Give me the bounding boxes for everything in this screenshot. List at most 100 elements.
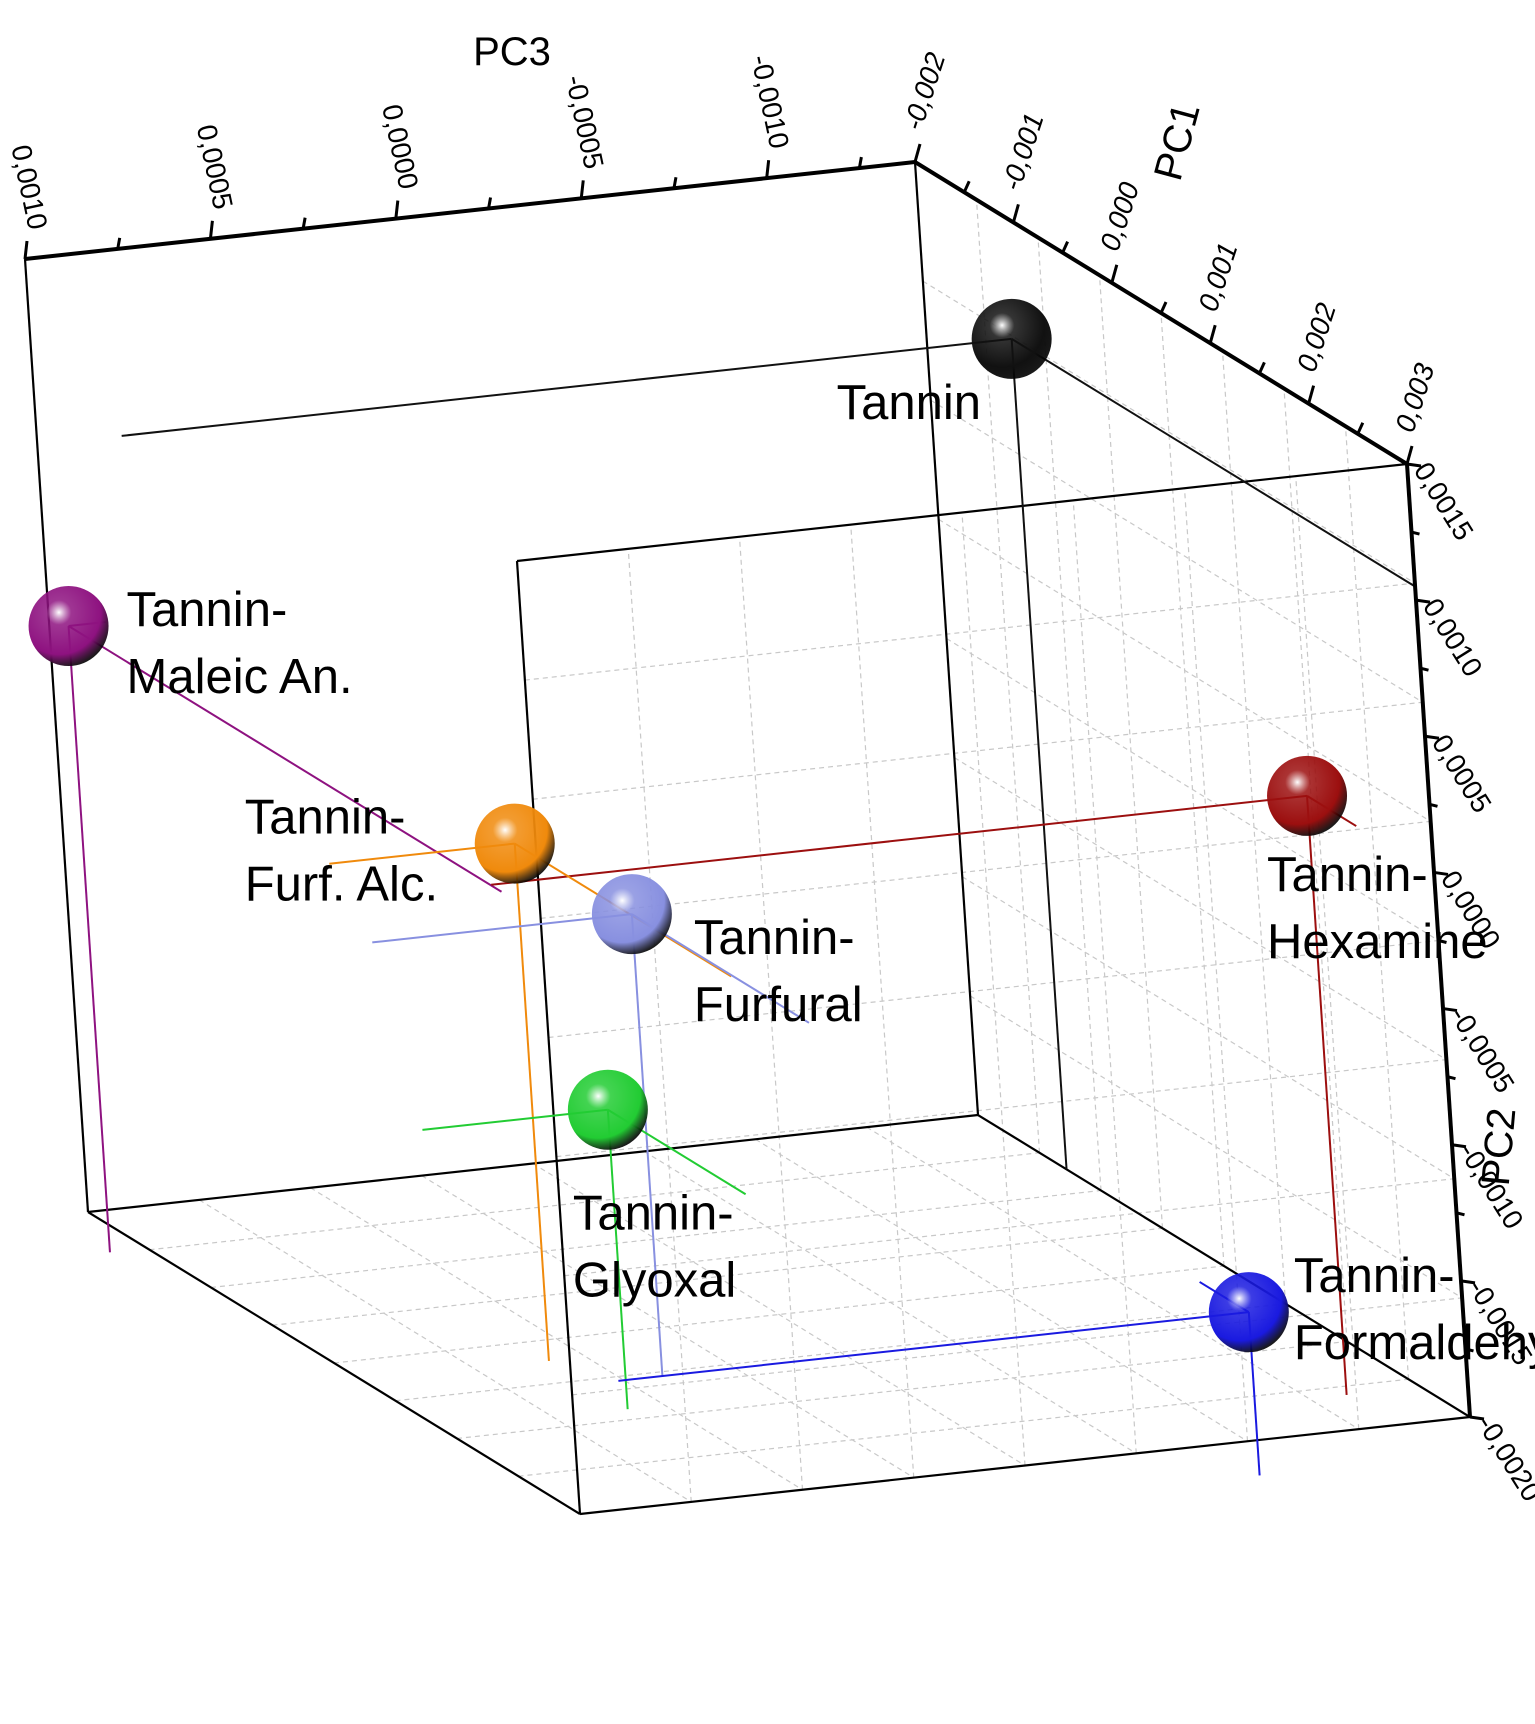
pc1-tick-label: 0,002 xyxy=(1291,299,1342,376)
grid-line xyxy=(961,512,1026,1466)
tannin-drop-line-side xyxy=(121,337,1012,437)
tannin-furfural-drop-line-floor xyxy=(630,914,664,1378)
pc3-axis-title: PC3 xyxy=(473,30,551,74)
pc3-tick-label: 0,0010 xyxy=(5,142,53,232)
grid-line xyxy=(1283,388,1348,1342)
pc2-tick xyxy=(1424,734,1440,740)
pc2-tick xyxy=(1411,530,1420,536)
pc3-tick xyxy=(208,220,214,239)
tannin-formaldehyde-point xyxy=(1208,1272,1289,1353)
grid-line xyxy=(1221,350,1287,1304)
pc2-axis-title: PC2 xyxy=(1474,1106,1525,1187)
pc1-tick xyxy=(1356,422,1365,435)
pc1-tick xyxy=(913,143,922,163)
pc1-tick xyxy=(1258,361,1266,375)
tannin-hexamine-label-line: Hexamine xyxy=(1267,915,1488,969)
pc3-tick xyxy=(579,180,585,199)
tannin-furfural-label-line: Furfural xyxy=(694,978,863,1032)
tannin-formaldehyde-label-line: Tannin- xyxy=(1294,1249,1455,1303)
pc2-tick xyxy=(1469,1415,1485,1421)
tannin-furfural-point xyxy=(591,874,672,955)
tannin-maleic-an-drop-line-floor xyxy=(67,625,111,1253)
frame-edge xyxy=(87,1113,979,1214)
pc1-tick xyxy=(1011,203,1020,223)
grid-line xyxy=(310,1187,803,1491)
pc3-tick-label: -0,0005 xyxy=(560,72,610,171)
frame-edge xyxy=(977,1114,1471,1418)
tannin-point xyxy=(971,298,1052,379)
pc1-tick-label: -0,002 xyxy=(897,48,951,133)
pc2-tick xyxy=(1420,666,1429,672)
pc1-tick-label: 0,003 xyxy=(1389,359,1440,436)
tannin-furf-alc-label-line: Furf. Alc. xyxy=(245,858,438,912)
tannin-maleic-an-label-line: Tannin- xyxy=(127,583,288,637)
tannin-glyoxal-label-line: Tannin- xyxy=(573,1187,734,1241)
tannin-furf-alc-label-line: Tannin- xyxy=(245,791,406,845)
grid-line xyxy=(1295,476,1360,1430)
tannin-furf-alc-label: Tannin- Furf. Alc. xyxy=(245,791,438,912)
pc3-tick xyxy=(487,197,493,209)
grid-line xyxy=(556,1059,1447,1158)
pc2-tick xyxy=(1456,1211,1465,1217)
grid-line xyxy=(1344,426,1410,1380)
frame-edge xyxy=(579,1415,1471,1516)
tannin-furf-alc-point xyxy=(474,803,555,884)
pc1-tick xyxy=(1159,301,1168,314)
pc2-tick xyxy=(1433,870,1449,876)
pc3-tick-label: -0,0010 xyxy=(745,52,795,151)
tannin-label-line: Tannin xyxy=(837,376,981,430)
tannin-glyoxal-label: Tannin- Glyoxal xyxy=(573,1187,736,1308)
pc3-tick xyxy=(765,160,771,179)
pc1-tick xyxy=(1208,324,1217,344)
pc3-tick xyxy=(301,217,307,229)
pc1-tick xyxy=(1110,264,1119,284)
grid-line xyxy=(930,399,1424,703)
tannin-glyoxal-point xyxy=(567,1069,648,1150)
pc3-tick-label: 0,0000 xyxy=(376,102,424,192)
pc3-tick xyxy=(23,240,29,260)
tannin-maleic-an-point xyxy=(28,586,109,667)
grid-layer xyxy=(149,199,1463,1503)
pc1-tick-label: 0,001 xyxy=(1192,239,1243,315)
grid-line xyxy=(866,1126,1360,1430)
tannin-furfural-drop-line-side xyxy=(372,913,632,944)
pc3-axis-line xyxy=(24,160,916,261)
grid-line xyxy=(643,1150,1137,1454)
tannin-glyoxal-drop-line-floor xyxy=(606,1109,629,1410)
pc2-tick xyxy=(1451,1143,1467,1149)
pc2-tick xyxy=(1429,802,1438,808)
tannin-maleic-an-label: Tannin- Maleic An. xyxy=(127,583,353,704)
pc2-tick xyxy=(1406,462,1422,468)
tannin-formaldehyde-label: Tannin- Formaldehyde xyxy=(1294,1249,1535,1370)
tannin-hexamine-label: Tannin- Hexamine xyxy=(1267,848,1488,969)
frame-edge xyxy=(87,1211,581,1515)
grid-line xyxy=(922,280,1416,584)
pc3-tick xyxy=(672,177,678,189)
grid-line xyxy=(532,1162,1026,1467)
pc1-tick-label: 0,000 xyxy=(1094,178,1145,255)
tannin-formaldehyde-drop-line-side xyxy=(618,1311,1249,1382)
data-points xyxy=(28,298,1348,1353)
pc1-tick xyxy=(962,180,971,193)
pc3-tick xyxy=(394,200,400,219)
grid-line xyxy=(1160,312,1225,1267)
frame-edge xyxy=(516,462,1408,563)
pc2-tick-label: -0,0005 xyxy=(1444,1001,1521,1098)
tannin-drop-line-back xyxy=(1011,338,1416,588)
tannin-furf-alc-drop-line-floor xyxy=(513,843,550,1361)
pc1-tick-label: -0,001 xyxy=(996,109,1050,194)
tannin-hexamine-drop-line-floor xyxy=(1306,795,1348,1395)
tannin-furfural-label-line: Tannin- xyxy=(694,911,855,965)
tannin-formaldehyde-label-line: Formaldehyde xyxy=(1294,1316,1535,1370)
grid-line xyxy=(1183,488,1249,1442)
frame-edge xyxy=(515,560,582,1515)
tannin-glyoxal-label-line: Glyoxal xyxy=(573,1254,736,1308)
pc3-tick xyxy=(857,156,863,169)
pc1-axis-title: PC1 xyxy=(1146,98,1209,185)
pc3-tick-label: 0,0005 xyxy=(191,122,239,212)
grid-line xyxy=(755,1138,1248,1442)
grid-line xyxy=(954,757,1447,1061)
pc3-tick xyxy=(116,237,122,250)
tannin-hexamine-drop-line-side xyxy=(491,794,1308,886)
grid-line xyxy=(738,536,804,1490)
